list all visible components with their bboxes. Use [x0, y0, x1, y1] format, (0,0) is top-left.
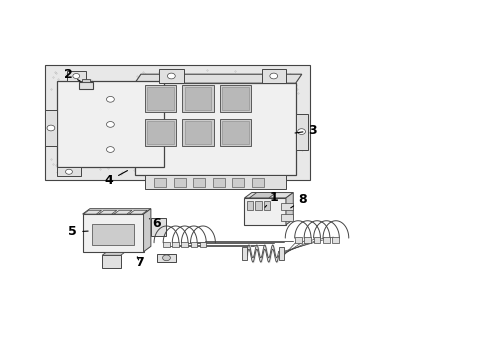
Polygon shape: [261, 69, 285, 83]
Circle shape: [65, 169, 72, 174]
Bar: [190, 242, 197, 247]
Polygon shape: [151, 218, 165, 235]
Polygon shape: [278, 247, 283, 260]
Bar: [263, 201, 269, 210]
Text: 3: 3: [294, 124, 316, 137]
Text: 2: 2: [63, 68, 80, 81]
Circle shape: [269, 73, 277, 79]
Polygon shape: [129, 210, 147, 214]
Bar: [184, 87, 211, 110]
Polygon shape: [57, 81, 163, 167]
Text: 4: 4: [104, 171, 127, 187]
Bar: [294, 237, 301, 243]
Bar: [222, 87, 248, 110]
Bar: [255, 201, 261, 210]
Bar: [281, 214, 293, 221]
Bar: [281, 203, 293, 211]
Polygon shape: [159, 69, 183, 83]
Bar: [304, 237, 310, 243]
Polygon shape: [143, 209, 151, 252]
Polygon shape: [144, 119, 176, 146]
Polygon shape: [66, 71, 86, 81]
Polygon shape: [57, 167, 81, 176]
Bar: [212, 178, 224, 187]
Bar: [147, 121, 173, 144]
Polygon shape: [102, 252, 124, 255]
Polygon shape: [295, 114, 307, 149]
Polygon shape: [135, 74, 301, 83]
Bar: [154, 178, 166, 187]
Polygon shape: [242, 247, 246, 260]
Circle shape: [162, 255, 170, 261]
Circle shape: [73, 73, 80, 78]
Polygon shape: [44, 65, 310, 180]
Circle shape: [106, 122, 114, 127]
Bar: [246, 201, 253, 210]
Text: 8: 8: [290, 193, 306, 208]
Text: 7: 7: [135, 256, 144, 269]
Bar: [147, 87, 173, 110]
Polygon shape: [249, 193, 276, 198]
Polygon shape: [135, 83, 295, 175]
Polygon shape: [244, 193, 293, 198]
Polygon shape: [82, 209, 151, 214]
Circle shape: [167, 73, 175, 79]
Bar: [313, 237, 320, 243]
Polygon shape: [83, 210, 102, 214]
Polygon shape: [182, 85, 213, 112]
Bar: [222, 121, 248, 144]
Text: 6: 6: [149, 217, 161, 230]
Polygon shape: [285, 193, 293, 225]
Circle shape: [106, 147, 114, 152]
Polygon shape: [219, 85, 251, 112]
Circle shape: [297, 129, 305, 134]
Polygon shape: [157, 253, 176, 262]
Polygon shape: [144, 175, 285, 189]
Text: 1: 1: [264, 191, 278, 207]
Bar: [184, 121, 211, 144]
Polygon shape: [244, 198, 285, 225]
Polygon shape: [114, 210, 132, 214]
Polygon shape: [44, 110, 57, 146]
Bar: [92, 224, 134, 244]
Polygon shape: [182, 119, 213, 146]
Bar: [173, 178, 185, 187]
Polygon shape: [82, 214, 143, 252]
Circle shape: [106, 96, 114, 102]
Bar: [102, 255, 121, 268]
Bar: [172, 242, 179, 247]
Polygon shape: [99, 210, 117, 214]
Bar: [79, 82, 93, 89]
Bar: [82, 78, 90, 82]
Text: 5: 5: [68, 225, 88, 238]
Circle shape: [47, 125, 55, 131]
Bar: [251, 178, 264, 187]
Bar: [199, 242, 206, 247]
Bar: [181, 242, 188, 247]
Bar: [232, 178, 244, 187]
Polygon shape: [144, 85, 176, 112]
Polygon shape: [219, 119, 251, 146]
Bar: [323, 237, 329, 243]
Bar: [163, 242, 169, 247]
Bar: [332, 237, 339, 243]
Bar: [193, 178, 205, 187]
